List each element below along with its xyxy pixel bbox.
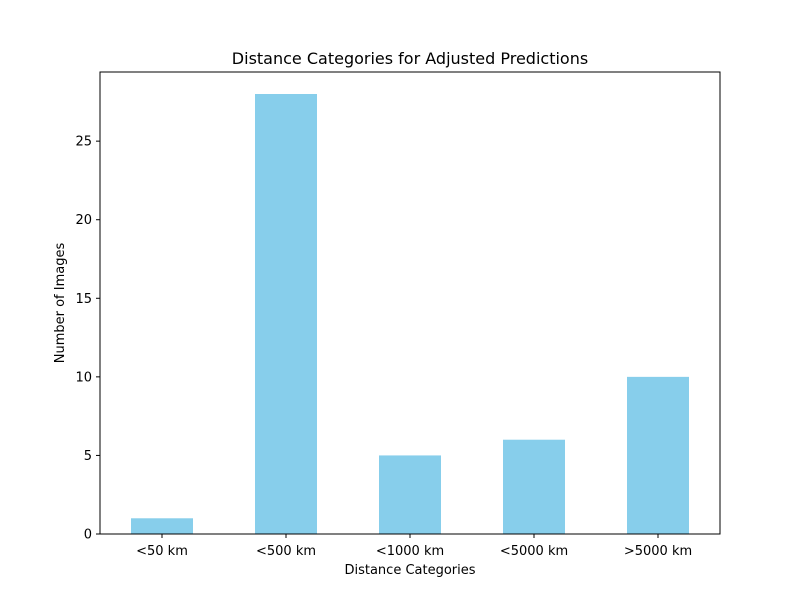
bars-group — [131, 94, 689, 534]
plot-frame — [99, 71, 721, 535]
y-axis-ticks: 0 5 10 15 20 25 — [75, 135, 100, 543]
x-tick-label-4: >5000 km — [624, 544, 692, 559]
y-tick-label-4: 20 — [75, 213, 92, 228]
y-tick-label-5: 25 — [75, 135, 92, 150]
x-tick-label-2: <1000 km — [376, 544, 444, 559]
x-tick-label-3: <5000 km — [500, 544, 568, 559]
x-axis-label: Distance Categories — [344, 563, 475, 578]
x-tick-label-1: <500 km — [256, 544, 316, 559]
chart-title: Distance Categories for Adjusted Predict… — [232, 49, 588, 68]
bar-4 — [627, 376, 689, 534]
bar-1 — [255, 94, 317, 534]
bar-0 — [131, 518, 193, 534]
y-tick-label-1: 5 — [84, 449, 92, 464]
x-tick-label-0: <50 km — [136, 544, 188, 559]
bar-3 — [503, 439, 565, 534]
bar-2 — [379, 455, 441, 534]
y-axis-label: Number of Images — [53, 243, 68, 364]
x-axis-ticks: <50 km <500 km <1000 km <5000 km >5000 km — [136, 534, 692, 559]
y-tick-label-3: 15 — [75, 292, 92, 307]
y-tick-label-2: 10 — [75, 370, 92, 385]
y-tick-label-0: 0 — [84, 528, 92, 543]
